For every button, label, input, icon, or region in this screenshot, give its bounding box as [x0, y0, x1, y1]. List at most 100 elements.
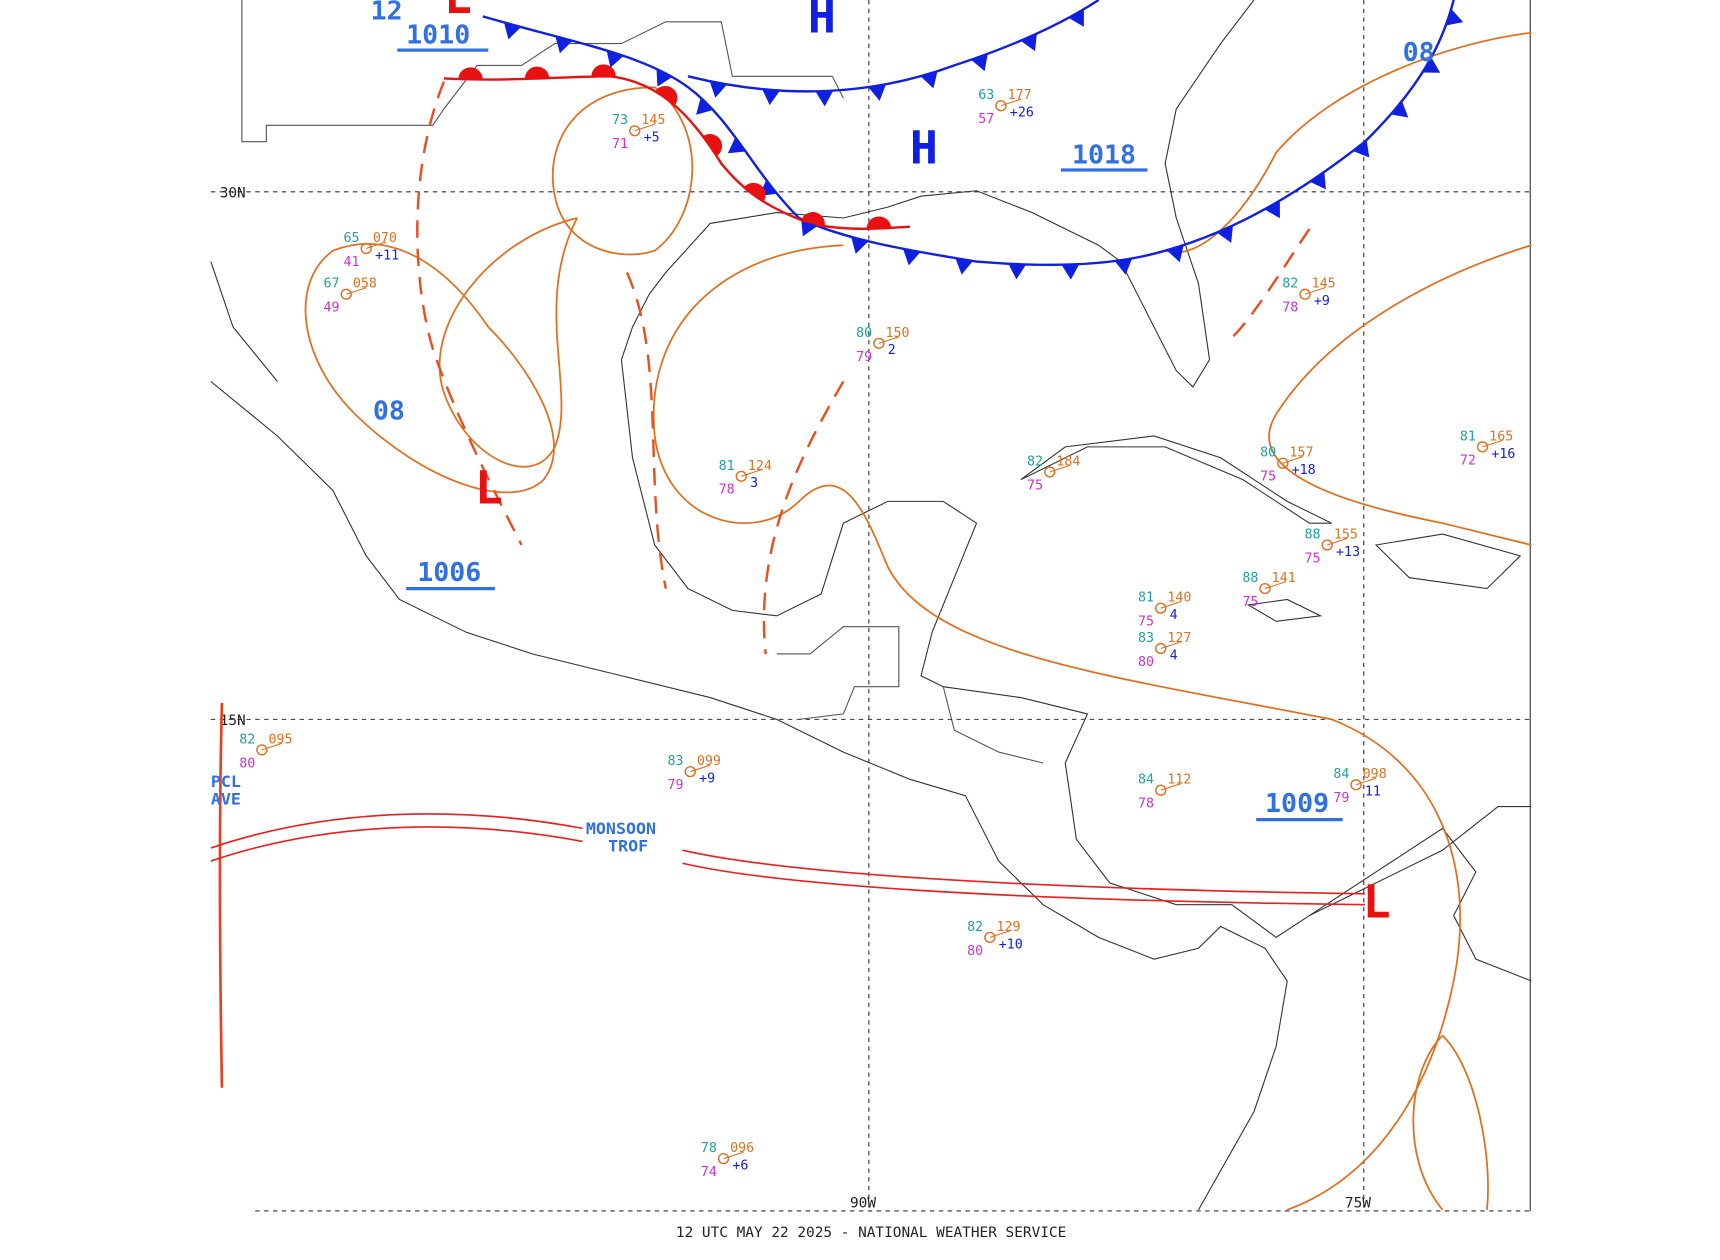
- station-dewpoint: 75: [1304, 552, 1320, 567]
- coastline: [210, 261, 278, 382]
- trough: [762, 380, 845, 655]
- station-tendency: 4: [1170, 608, 1178, 623]
- south-america: [1309, 827, 1532, 982]
- wind-barb: [1282, 456, 1303, 464]
- station-pressure: 184: [1056, 455, 1080, 470]
- isobar: [438, 217, 578, 468]
- feature-label: PCL: [211, 772, 241, 791]
- pressure-center: 08: [373, 397, 405, 427]
- station-circle: [984, 931, 996, 943]
- station-dewpoint: 80: [239, 756, 255, 771]
- cold-front-triangle: [762, 89, 780, 106]
- low-center: L: [1363, 875, 1391, 929]
- cold-front-triangle: [971, 53, 988, 72]
- cold-front-triangle: [868, 84, 886, 101]
- cold-front-triangle: [1061, 264, 1080, 280]
- isobar: [1412, 1034, 1489, 1211]
- warm-front-semicircle: [458, 67, 483, 80]
- wind-barb: [346, 287, 367, 295]
- station-circle: [717, 1153, 730, 1165]
- station-pressure: 098: [1363, 767, 1387, 782]
- station-circle: [735, 470, 747, 482]
- station-tendency: +9: [699, 772, 715, 787]
- high-center: H: [808, 0, 836, 44]
- isobar: [1164, 31, 1532, 254]
- pressure-center: 1006: [417, 558, 481, 588]
- station-temp: 67: [324, 277, 340, 292]
- cold-front-triangle: [1216, 225, 1233, 243]
- pressure-center: 1010: [406, 21, 470, 51]
- station-temp: 88: [1242, 571, 1258, 586]
- isobar: [652, 244, 1461, 1211]
- station-temp: 83: [668, 754, 684, 769]
- station-tendency: +10: [999, 937, 1023, 952]
- wind-barb: [690, 764, 711, 773]
- station-dewpoint: 75: [1138, 615, 1154, 630]
- isobar: [551, 86, 694, 256]
- station-dewpoint: 80: [967, 944, 983, 959]
- wind-barb: [261, 742, 283, 751]
- lat-label: 15N: [220, 713, 246, 729]
- station-tendency: 4: [1170, 649, 1178, 664]
- wind-barb: [1326, 537, 1348, 546]
- warm-front-semicircle: [800, 212, 825, 227]
- station-pressure: 145: [641, 113, 665, 128]
- isobar: [1268, 244, 1532, 546]
- station-temp: 81: [719, 459, 735, 474]
- cold-front-triangle: [1020, 33, 1037, 52]
- wind-barb: [1482, 439, 1503, 448]
- station-temp: 81: [1460, 429, 1476, 444]
- coastline: [210, 381, 1288, 1211]
- cold-front-triangle: [696, 97, 714, 115]
- station-circle: [1321, 539, 1333, 551]
- station-temp: 73: [612, 113, 628, 128]
- station-dewpoint: 49: [324, 301, 340, 316]
- station-pressure: 150: [886, 326, 910, 341]
- warm-front-semicircle: [524, 66, 550, 79]
- station-pressure: 099: [697, 754, 721, 769]
- station-dewpoint: 74: [701, 1165, 717, 1180]
- coastline: [620, 0, 1255, 388]
- wind-barb: [1355, 777, 1377, 786]
- wind-barb: [1160, 783, 1181, 791]
- station-pressure: 165: [1489, 429, 1513, 444]
- wind-barb: [1049, 464, 1070, 473]
- station-dewpoint: 75: [1027, 478, 1043, 493]
- station-dewpoint: 57: [978, 112, 994, 127]
- warm-front-semicircle: [591, 64, 616, 77]
- station-tendency: +26: [1010, 106, 1034, 121]
- cold-front-triangle: [801, 219, 818, 237]
- cold-front-triangle: [1166, 245, 1184, 263]
- station-circle: [1155, 784, 1167, 796]
- tropical-wave: [218, 702, 224, 1088]
- station-circle: [1299, 288, 1311, 300]
- station-circle: [684, 766, 696, 778]
- station-pressure: 127: [1167, 631, 1191, 646]
- station-temp: 82: [1282, 277, 1298, 292]
- station-tendency: 2: [888, 343, 896, 358]
- station-temp: 83: [1138, 631, 1154, 646]
- station-dewpoint: 79: [856, 350, 872, 365]
- wind-barb: [1264, 581, 1286, 590]
- cold-front: [687, 0, 1100, 93]
- station-pressure: 124: [748, 459, 772, 474]
- station-dewpoint: 78: [1282, 301, 1298, 316]
- station-temp: 82: [967, 920, 983, 935]
- station-temp: 63: [978, 88, 994, 103]
- cold-front-triangle: [1008, 263, 1027, 280]
- station-tendency: +5: [644, 131, 660, 146]
- feature-label: TROF: [608, 836, 648, 855]
- station-temp: 84: [1138, 773, 1154, 788]
- station-circle: [1155, 642, 1167, 655]
- station-plots: 73 71 145 +5 80 79 150 2 81 78 124 3 82 75 184 81 75 140 4…: [239, 88, 1515, 1180]
- front-symbols: [458, 8, 1464, 280]
- wind-barb: [1000, 98, 1022, 107]
- station-pressure: 157: [1289, 446, 1313, 461]
- cold-front-triangle: [504, 22, 522, 40]
- station-temp: 81: [1138, 591, 1154, 606]
- cold-front-triangle: [920, 71, 938, 89]
- cold-front-triangle: [606, 50, 624, 68]
- station-dewpoint: 72: [1460, 453, 1476, 468]
- station-circle: [360, 242, 372, 255]
- cold-front-triangle: [1352, 140, 1370, 158]
